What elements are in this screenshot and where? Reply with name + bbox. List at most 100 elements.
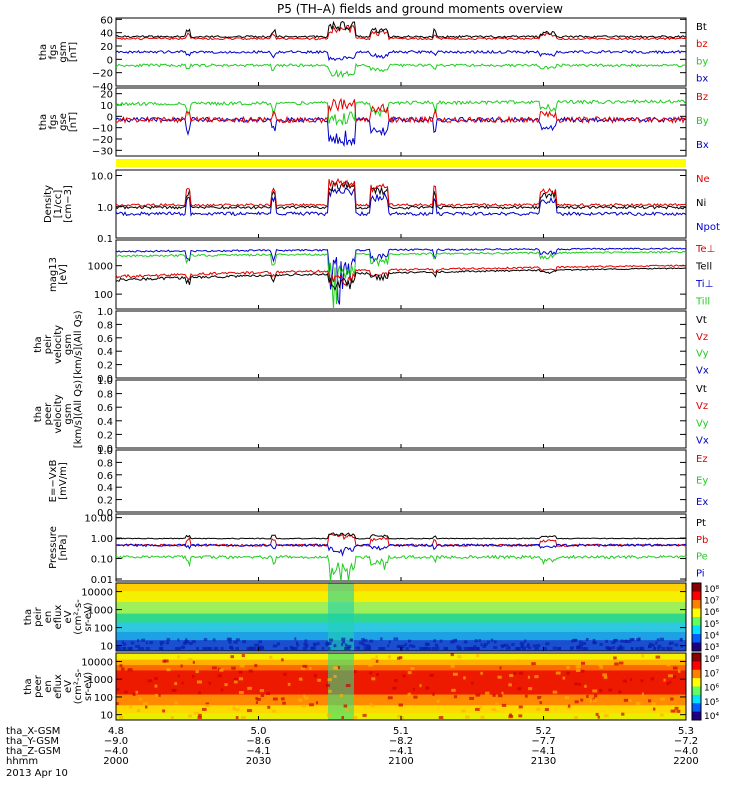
spectrogram-texture (605, 639, 609, 643)
spectrogram-texture (341, 716, 345, 719)
spectrogram-texture (655, 641, 658, 645)
colorbar-frame (691, 582, 702, 652)
spectrogram-texture (434, 643, 439, 647)
spectrogram-texture (361, 638, 365, 642)
spectrogram-texture (191, 640, 196, 644)
spectrogram-band (116, 591, 686, 603)
spectrogram-texture (459, 647, 462, 650)
y-axis-label: [nT] (68, 112, 79, 132)
spectrogram-texture (666, 663, 671, 667)
y-tick-label: 0.4 (97, 347, 113, 358)
y-axis-label: sr-eV) (83, 602, 94, 631)
spectrogram-texture (630, 647, 634, 650)
spectrogram-texture (463, 647, 469, 650)
y-axis-label: eflux (53, 605, 64, 630)
spectrogram-texture (328, 689, 332, 693)
spectrogram-texture (327, 678, 332, 682)
spectrogram-texture (463, 640, 468, 644)
spectrogram-texture (141, 647, 145, 650)
spectrogram-texture (511, 643, 515, 647)
spectrogram-texture (545, 642, 550, 646)
spectrogram-texture (564, 696, 570, 700)
spectrogram-texture (202, 647, 206, 650)
y-tick-label: 0 (107, 55, 113, 66)
y-tick-label: 10 (100, 101, 113, 112)
spectrogram-texture (672, 666, 678, 670)
spectrogram-texture (534, 675, 539, 679)
y-axis-label: (cm²-s- (73, 668, 84, 704)
trace-Ti-perp (115, 247, 687, 305)
y-tick-label: 0.8 (97, 458, 113, 469)
y-axis-label: [eV] (58, 264, 69, 285)
spectrogram-texture (366, 647, 371, 650)
spectrogram-texture (135, 644, 140, 648)
x-row-label: hhmm (6, 756, 38, 767)
x-row-value: −4.1 (246, 746, 270, 757)
spectrogram-texture (490, 638, 494, 642)
spectrogram-texture (466, 647, 470, 650)
spectrogram-texture (404, 643, 408, 647)
spectrogram-texture (163, 659, 169, 663)
spectrogram-texture (362, 713, 367, 717)
trace-Npot (115, 186, 687, 217)
spectrogram-texture (325, 683, 330, 687)
spectrogram-texture (586, 694, 589, 698)
legend-entry: Ez (696, 454, 708, 465)
spectrogram-texture (283, 672, 287, 676)
legend-entry: Npot (696, 222, 720, 233)
panel-frame (115, 513, 687, 582)
legend-entry: Bz (696, 92, 708, 103)
spectrogram-texture (251, 647, 257, 650)
spectrogram-texture (597, 715, 600, 719)
spectrogram-texture (419, 647, 422, 650)
spectrogram-texture (585, 637, 589, 641)
y-tick-label: 60 (100, 15, 113, 26)
spectrogram-texture (648, 642, 653, 646)
spectrogram-texture (294, 637, 297, 641)
spectrogram-texture (346, 647, 351, 650)
spectrogram-texture (301, 704, 307, 708)
y-tick-label: 100 (94, 624, 113, 635)
x-row-value: 2200 (673, 756, 698, 767)
y-tick-label: 10.0 (91, 172, 113, 183)
y-axis-label: [cm−3] (63, 185, 74, 223)
colorbar-segment (692, 600, 701, 609)
y-tick-label: 1.0 (97, 376, 113, 387)
spectrogram-texture (449, 640, 455, 644)
spectrogram-texture (438, 716, 444, 719)
x-row-value: −7.2 (674, 736, 698, 747)
spectrogram-texture (574, 700, 579, 704)
spectrogram-texture (412, 687, 415, 691)
colorbar-label: 10⁸ (704, 655, 719, 665)
colorbar-segment (692, 583, 701, 592)
spectrogram-texture (290, 647, 296, 650)
x-row-value: −9.0 (104, 736, 128, 747)
spectrogram-texture (341, 643, 344, 647)
spectrogram-texture (527, 646, 532, 650)
spectrogram-texture (136, 708, 141, 712)
y-tick-label: −40 (92, 82, 113, 93)
spectrogram-texture (567, 706, 571, 710)
colorbar-label: 10³ (704, 643, 719, 653)
spectrogram-texture (178, 647, 181, 650)
spectrogram-texture (282, 701, 286, 705)
spectrogram-texture (611, 646, 616, 650)
spectrogram-texture (461, 709, 466, 713)
spectrogram-texture (524, 639, 527, 643)
legend-entry: Till (695, 296, 710, 307)
spectrogram-texture (617, 647, 623, 650)
spectrogram-texture (526, 644, 529, 648)
spectrogram-texture (175, 647, 180, 650)
legend-entry: bz (696, 39, 708, 50)
spectrogram-texture (205, 704, 211, 708)
y-axis-label: gse (58, 113, 69, 131)
spectrogram-texture (174, 682, 178, 686)
legend-entry: By (696, 116, 709, 127)
spectrogram-texture (456, 645, 461, 649)
colorbar-label: 10⁶ (704, 684, 719, 694)
spectrogram-texture (369, 639, 374, 643)
colorbar-segment (692, 669, 701, 679)
legend-entry: Pb (696, 535, 708, 546)
spectrogram-texture (436, 699, 440, 703)
spectrogram-texture (316, 701, 319, 705)
